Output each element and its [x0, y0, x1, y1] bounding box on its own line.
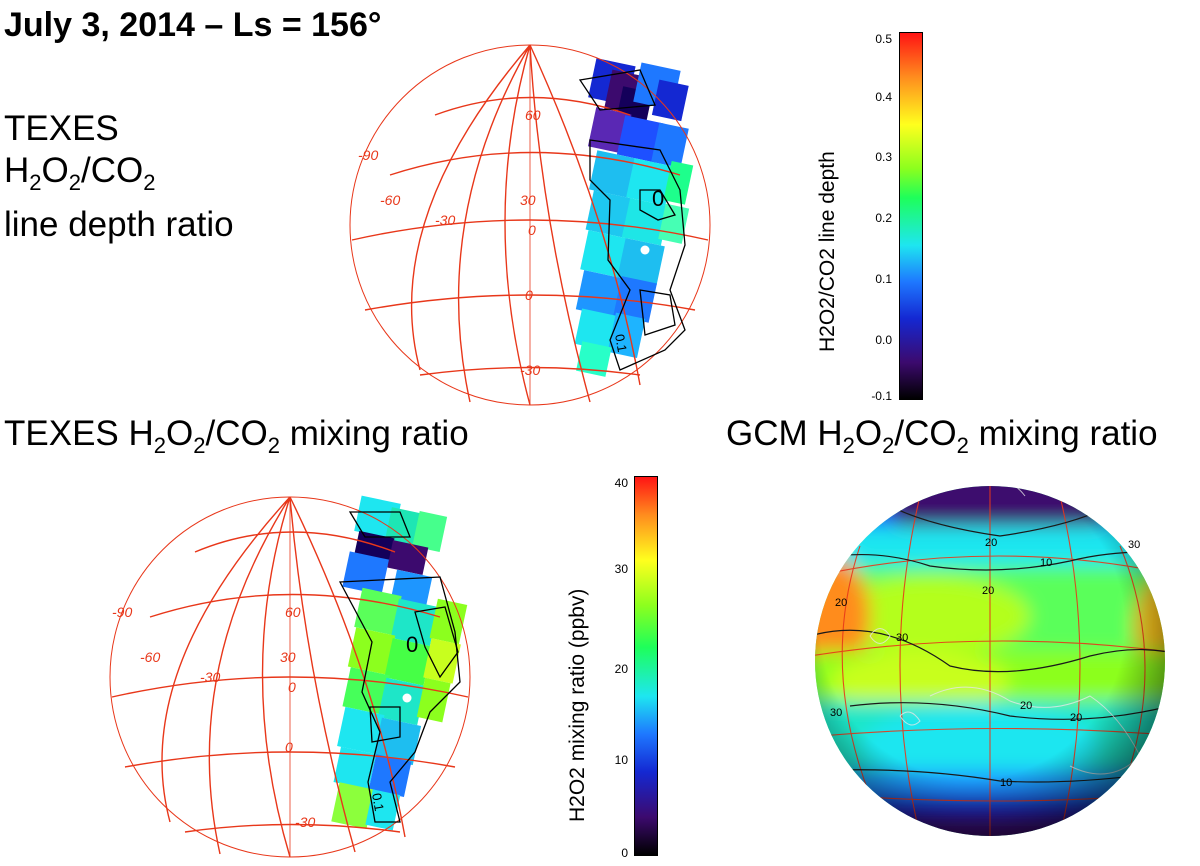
bottom-colorbar-tick: 40: [614, 476, 628, 490]
top-colorbar-tick: 0.5: [875, 32, 892, 46]
bottom-colorbar-ticks: 40 30 20 10 0: [588, 476, 628, 860]
top-globe-data-patches: [574, 58, 694, 377]
top-colorbar-tick: 0.4: [875, 90, 892, 104]
svg-text:10: 10: [1000, 777, 1012, 789]
texes-mixing-caption: TEXES H2O2/CO2 mixing ratio: [4, 414, 469, 458]
svg-text:-60: -60: [140, 649, 160, 665]
top-globe-contour-label-zero: 0: [652, 186, 664, 211]
instrument-label: TEXES: [4, 109, 119, 148]
svg-text:-60: -60: [380, 192, 400, 208]
top-colorbar-tick: 0.1: [875, 272, 892, 286]
top-colorbar-tick: 0.0: [875, 333, 892, 347]
top-globe-map: -90 -60 -30 60 30 0 -30 0 0 0.1: [349, 44, 711, 406]
bottom-colorbar-tick: 10: [614, 753, 628, 767]
svg-text:20: 20: [1020, 700, 1032, 712]
top-globe-contour-label-tenth: 0.1: [612, 333, 630, 353]
svg-text:20: 20: [1070, 712, 1082, 724]
svg-text:60: 60: [285, 604, 301, 620]
species-label: H2O2/CO2: [4, 151, 156, 195]
bottom-left-globe-marker: [402, 693, 412, 703]
svg-text:-30: -30: [295, 814, 315, 830]
top-colorbar: [899, 32, 923, 400]
svg-text:0: 0: [528, 222, 536, 238]
svg-text:-30: -30: [200, 669, 220, 685]
bottom-left-globe-grid: [109, 496, 471, 858]
bottom-left-globe-grid-labels: -90 -60 -30 60 30 0 -30 0: [112, 604, 315, 830]
svg-text:30: 30: [280, 649, 296, 665]
svg-text:60: 60: [525, 107, 541, 123]
gcm-mixing-caption: GCM H2O2/CO2 mixing ratio: [726, 414, 1158, 458]
svg-text:-30: -30: [520, 362, 540, 378]
bottom-colorbar-label: H2O2 mixing ratio (ppbv): [566, 588, 589, 822]
svg-text:0: 0: [525, 287, 533, 303]
gcm-contour-labels: 10 20 30 20 30 20 20 20 10 30: [830, 537, 1140, 789]
top-colorbar-tick: -0.1: [871, 389, 892, 403]
svg-text:-90: -90: [112, 604, 132, 620]
top-globe-contours: [578, 69, 686, 371]
svg-text:30: 30: [1128, 539, 1140, 551]
svg-text:20: 20: [985, 537, 997, 549]
top-colorbar-ticks: 0.5 0.4 0.3 0.2 0.1 0.0 -0.1: [852, 32, 892, 403]
quantity-label: line depth ratio: [4, 205, 234, 244]
top-colorbar-tick: 0.2: [875, 211, 892, 225]
top-globe-grid-labels: -90 -60 -30 60 30 0 -30 0: [358, 107, 541, 378]
bottom-left-globe-contours: [338, 511, 461, 823]
svg-text:-30: -30: [435, 212, 455, 228]
bottom-left-globe-map: -90 -60 -30 60 30 0 -30 0 0 0.1: [109, 495, 471, 858]
top-left-label: TEXES H2O2/CO2 line depth ratio: [4, 108, 234, 246]
top-colorbar-label: H2O2/CO2 line depth: [816, 151, 839, 352]
svg-text:30: 30: [520, 192, 536, 208]
svg-text:30: 30: [830, 707, 842, 719]
top-colorbar-tick: 0.3: [875, 150, 892, 164]
bottom-left-globe-contour-label-tenth: 0.1: [369, 792, 387, 812]
svg-text:30: 30: [896, 632, 908, 644]
bottom-colorbar-tick: 20: [614, 662, 628, 676]
svg-text:0: 0: [288, 679, 296, 695]
top-globe-marker: [640, 245, 650, 255]
bottom-colorbar-tick: 0: [621, 846, 628, 860]
gcm-globe-map: 10 20 30 20 30 20 20 20 10 30: [815, 486, 1165, 836]
svg-text:20: 20: [835, 597, 847, 609]
svg-text:-90: -90: [358, 147, 378, 163]
svg-text:0: 0: [285, 739, 293, 755]
svg-text:20: 20: [982, 585, 994, 597]
bottom-colorbar-tick: 30: [614, 562, 628, 576]
svg-text:10: 10: [1040, 557, 1052, 569]
bottom-left-globe-contour-label-zero: 0: [406, 632, 418, 657]
figure-title: July 3, 2014 – Ls = 156°: [4, 6, 382, 44]
bottom-colorbar: [634, 476, 658, 856]
top-globe-grid: [349, 44, 711, 406]
